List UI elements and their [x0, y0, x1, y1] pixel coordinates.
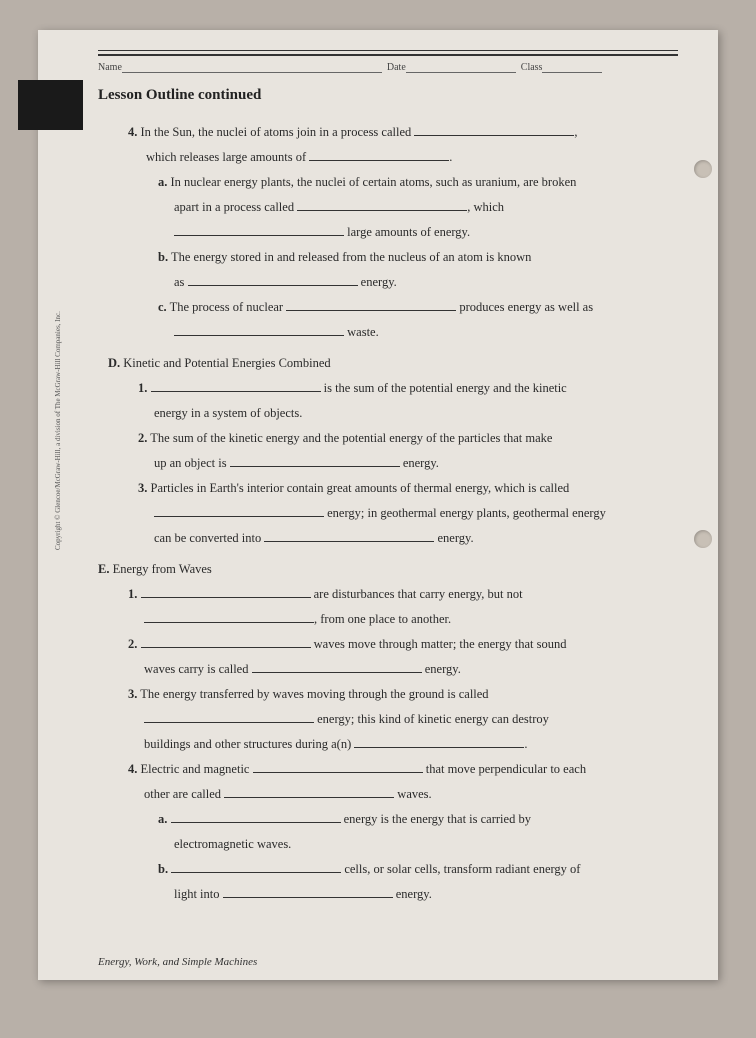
name-label: Name: [98, 62, 122, 73]
E-2-cont: waves carry is called energy.: [144, 657, 678, 682]
item-4a: a. In nuclear energy plants, the nuclei …: [158, 170, 678, 195]
label-b: b.: [158, 250, 168, 264]
D-2: 2. The sum of the kinetic energy and the…: [138, 426, 678, 451]
content-body: 4. In the Sun, the nuclei of atoms join …: [98, 120, 678, 907]
E-1: 1. are disturbances that carry energy, b…: [128, 582, 678, 607]
black-tab: [18, 80, 83, 130]
D-3-cont2: can be converted into energy.: [154, 526, 678, 551]
item-4a-cont2: large amounts of energy.: [174, 220, 678, 245]
D-2-cont: up an object is energy.: [154, 451, 678, 476]
E-4: 4. Electric and magnetic that move perpe…: [128, 757, 678, 782]
num-4: 4.: [128, 125, 137, 139]
item-4b: b. The energy stored in and released fro…: [158, 245, 678, 270]
section-D: D. Kinetic and Potential Energies Combin…: [108, 351, 678, 376]
E-3-cont: energy; this kind of kinetic energy can …: [144, 707, 678, 732]
q4-line1: In the Sun, the nuclei of atoms join in …: [141, 125, 412, 139]
E-4b: b. cells, or solar cells, transform radi…: [158, 857, 678, 882]
D-3-cont: energy; in geothermal energy plants, geo…: [154, 501, 678, 526]
header-rule: [98, 50, 678, 56]
E-3: 3. The energy transferred by waves movin…: [128, 682, 678, 707]
label-E: E.: [98, 562, 109, 576]
header-fields: Name Date Class: [98, 62, 678, 73]
E-2: 2. waves move through matter; the energy…: [128, 632, 678, 657]
D-1: 1. is the sum of the potential energy an…: [138, 376, 678, 401]
item-4: 4. In the Sun, the nuclei of atoms join …: [128, 120, 678, 145]
E-title: Energy from Waves: [113, 562, 212, 576]
item-4c-cont: waste.: [174, 320, 678, 345]
punch-hole: [694, 530, 712, 548]
item-4a-cont: apart in a process called , which: [174, 195, 678, 220]
q4-line2: which releases large amounts of .: [146, 145, 678, 170]
E-1-cont: , from one place to another.: [144, 607, 678, 632]
E-4a-cont: electromagnetic waves.: [174, 832, 678, 857]
date-label: Date: [387, 62, 406, 73]
D-title: Kinetic and Potential Energies Combined: [123, 356, 330, 370]
label-D: D.: [108, 356, 120, 370]
page-title: Lesson Outline continued: [98, 87, 678, 104]
E-4b-cont: light into energy.: [174, 882, 678, 907]
D-3: 3. Particles in Earth's interior contain…: [138, 476, 678, 501]
E-3-cont2: buildings and other structures during a(…: [144, 732, 678, 757]
class-label: Class: [521, 62, 543, 73]
label-c: c.: [158, 300, 167, 314]
item-4b-cont: as energy.: [174, 270, 678, 295]
E-4-cont: other are called waves.: [144, 782, 678, 807]
copyright-text: Copyright © Glencoe/McGraw-Hill, a divis…: [54, 311, 62, 550]
worksheet-page: Name Date Class Lesson Outline continued…: [38, 30, 718, 980]
item-4c: c. The process of nuclear produces energ…: [158, 295, 678, 320]
label-a: a.: [158, 175, 167, 189]
section-E: E. Energy from Waves: [98, 557, 678, 582]
footer-text: Energy, Work, and Simple Machines: [98, 956, 257, 968]
E-4a: a. energy is the energy that is carried …: [158, 807, 678, 832]
D-1-cont: energy in a system of objects.: [154, 401, 678, 426]
punch-hole: [694, 160, 712, 178]
